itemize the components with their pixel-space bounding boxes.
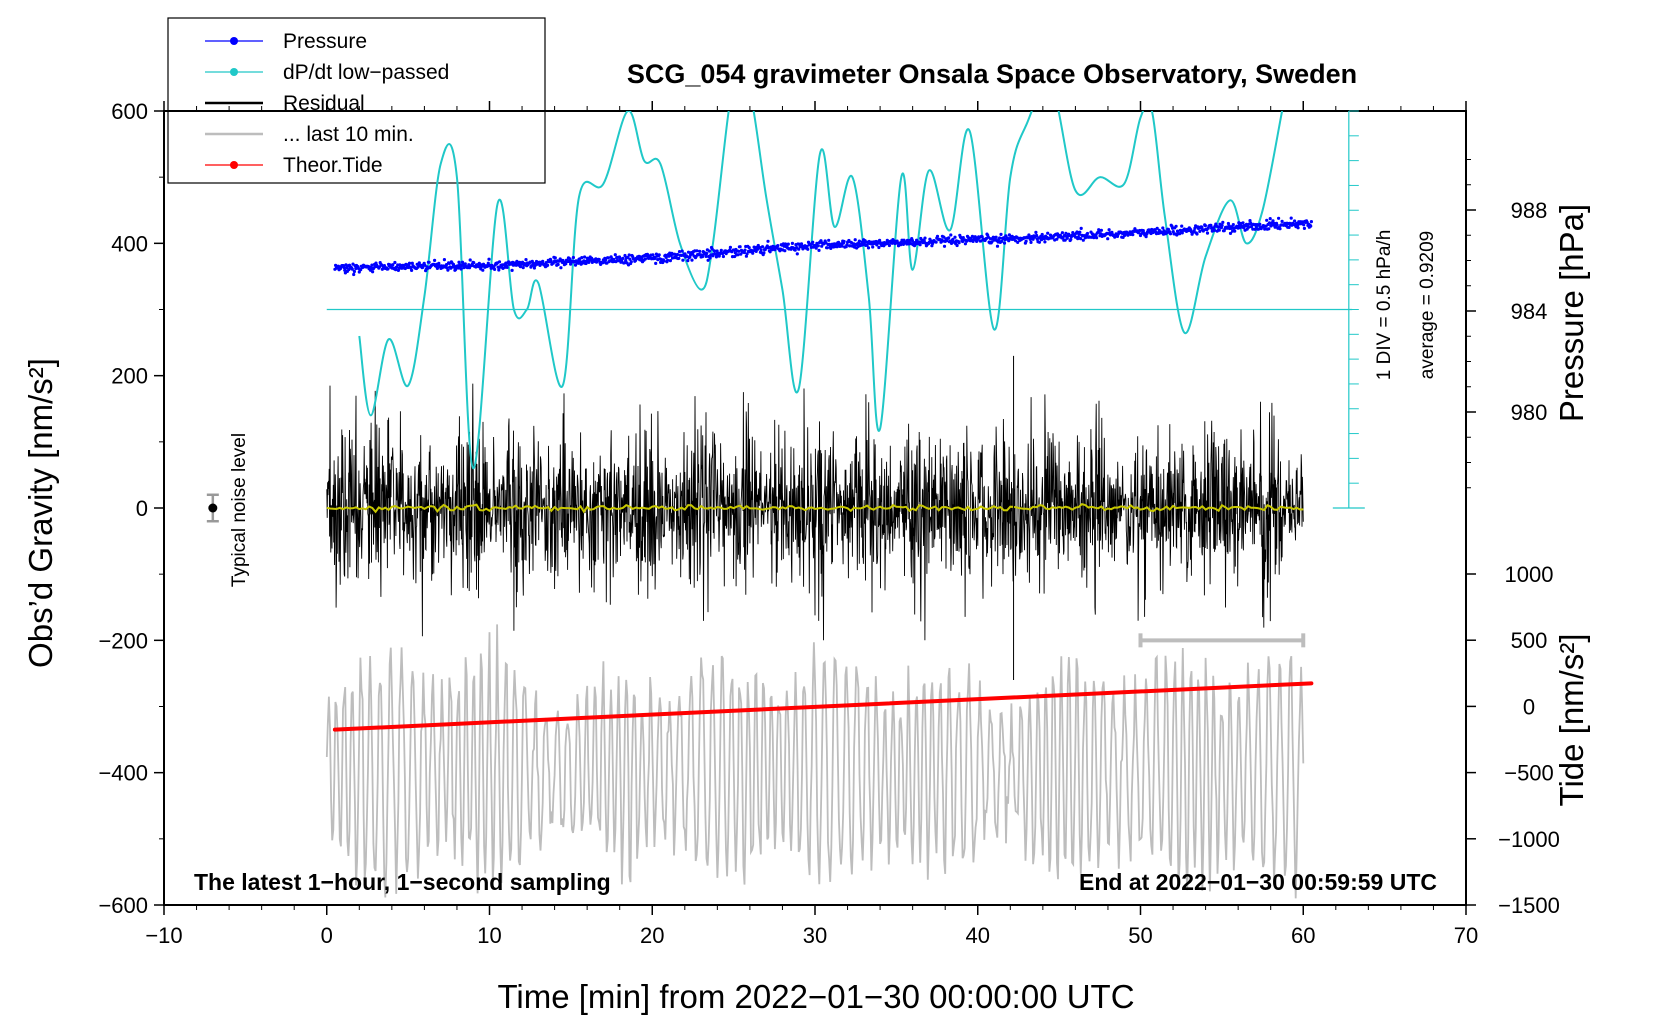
pressure-series xyxy=(333,216,1314,277)
pressure-dots xyxy=(333,216,1314,277)
y-axis-label-tide: Tide [nm/s²] xyxy=(1553,634,1590,807)
legend-swatch-marker xyxy=(230,161,238,169)
theor-tide-series xyxy=(332,681,1314,732)
legend xyxy=(167,17,546,184)
y-axis-label-left: Obs’d Gravity [nm/s²] xyxy=(22,358,59,668)
dpdt-average-label: average = 0.9209 xyxy=(1417,231,1438,379)
pressure-tick-label: 984 xyxy=(1511,299,1548,324)
tide-tick-label: 0 xyxy=(1523,694,1535,719)
tide-series xyxy=(325,624,1306,899)
pressure-tick-label: 988 xyxy=(1511,198,1548,223)
legend-box xyxy=(167,17,546,184)
legend-label: ... last 10 min. xyxy=(283,123,414,146)
y-tick-label: −200 xyxy=(98,628,148,653)
noise-level-label: Typical noise level xyxy=(229,433,250,587)
x-tick-label: 0 xyxy=(321,923,333,948)
legend-swatch-marker xyxy=(230,37,238,45)
annotation-end-time: End at 2022−01−30 00:59:59 UTC xyxy=(1079,869,1437,895)
legend-swatch-marker xyxy=(230,68,238,76)
tide-tick-label: −1000 xyxy=(1498,827,1560,852)
tide-tick-label: −1500 xyxy=(1498,893,1560,918)
x-tick-label: 60 xyxy=(1291,923,1315,948)
tide-tick-label: 500 xyxy=(1511,628,1548,653)
dpdt-line xyxy=(358,111,1284,470)
y-tick-label: 400 xyxy=(111,231,148,256)
y-axis-label-pressure: Pressure [hPa] xyxy=(1553,204,1590,422)
tide-tick-label: 1000 xyxy=(1505,562,1554,587)
last-10-min-line xyxy=(325,624,1305,899)
y-tick-label: 200 xyxy=(111,364,148,389)
x-tick-label: 10 xyxy=(477,923,501,948)
residual-series xyxy=(326,355,1304,681)
legend-label: Theor.Tide xyxy=(283,154,383,177)
y-tick-label: −400 xyxy=(98,761,148,786)
x-tick-label: 70 xyxy=(1454,923,1478,948)
tide-tick-label: −500 xyxy=(1504,761,1554,786)
theor-tide-line xyxy=(332,681,1314,732)
x-tick-label: 20 xyxy=(640,923,664,948)
dpdt-scale-label: 1 DIV = 0.5 hPa/h xyxy=(1374,230,1395,381)
x-tick-label: 50 xyxy=(1128,923,1152,948)
x-tick-label: 40 xyxy=(966,923,990,948)
legend-label: Pressure xyxy=(283,30,367,53)
chart-title: SCG_054 gravimeter Onsala Space Observat… xyxy=(627,59,1357,89)
x-axis-label: Time [min] from 2022−01−30 00:00:00 UTC xyxy=(497,978,1134,1015)
legend-label: Residual xyxy=(283,92,365,115)
y-tick-label: −600 xyxy=(98,893,148,918)
annotation-sampling: The latest 1−hour, 1−second sampling xyxy=(194,869,611,895)
pressure-tick-label: 980 xyxy=(1511,400,1548,425)
residual-line xyxy=(326,383,1304,641)
axes-ticks: −10 0 10 20 30 40 50 60 70 −600 −400 −200 0 200 400 600… xyxy=(98,99,1559,948)
legend-items: Pressure dP/dt low−passed Residual ... last… xyxy=(205,30,449,177)
dpdt-series xyxy=(326,110,1365,509)
x-tick-label: 30 xyxy=(803,923,827,948)
residual-mean-line xyxy=(326,502,1304,514)
noise-bar-dot xyxy=(208,503,218,513)
y-tick-label: 600 xyxy=(111,99,148,124)
legend-label: dP/dt low−passed xyxy=(283,61,449,84)
x-tick-label: −10 xyxy=(145,923,182,948)
y-tick-label: 0 xyxy=(136,496,148,521)
